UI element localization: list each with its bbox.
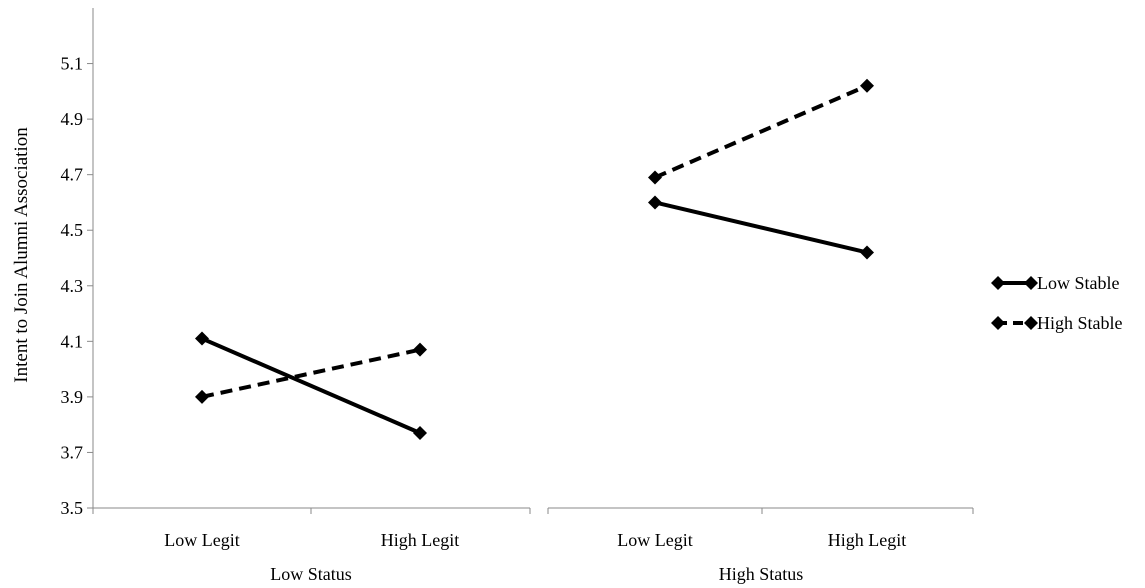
y-tick-label: 4.9 — [61, 109, 84, 129]
data-point — [648, 195, 662, 210]
y-axis-title: Intent to Join Alumni Association — [11, 127, 32, 383]
y-tick-label: 4.3 — [61, 276, 84, 296]
series-layer — [195, 78, 874, 440]
x-group-label: Low Status — [270, 564, 352, 584]
y-tick-label: 3.9 — [61, 387, 84, 407]
legend-label: High Stable — [1037, 313, 1123, 333]
y-tick-label: 3.5 — [61, 498, 84, 518]
data-point — [860, 78, 874, 93]
series-line — [201, 347, 421, 399]
data-point — [413, 426, 427, 440]
legend: Low Stable High Stable — [991, 273, 1123, 333]
data-point — [860, 245, 874, 260]
x-category-label: High Legit — [828, 530, 907, 550]
series-line — [654, 83, 868, 180]
data-point — [195, 389, 209, 404]
y-tick-label: 5.1 — [61, 54, 84, 74]
x-category-label: High Legit — [381, 530, 460, 550]
axes — [87, 8, 974, 514]
legend-marker — [1024, 316, 1038, 330]
x-category-label: Low Legit — [617, 530, 692, 550]
data-point — [648, 170, 662, 185]
legend-marker — [991, 316, 1005, 330]
series-line — [201, 336, 421, 435]
legend-label: Low Stable — [1037, 273, 1120, 293]
y-tick-label: 4.1 — [61, 331, 84, 351]
y-tick-label: 4.7 — [61, 165, 84, 185]
x-category-label: Low Legit — [164, 530, 239, 550]
series-line — [654, 200, 868, 255]
y-tick-label: 3.7 — [61, 442, 84, 462]
data-point — [413, 342, 427, 357]
x-group-label: High Status — [719, 564, 804, 584]
legend-marker — [991, 276, 1005, 290]
y-tick-label: 4.5 — [61, 220, 84, 240]
legend-marker — [1024, 276, 1038, 290]
data-point — [195, 331, 209, 346]
labels-layer: 3.5 3.7 3.9 4.1 4.3 4.5 4.7 4.9 5.1 Low Legit High… — [61, 54, 907, 584]
